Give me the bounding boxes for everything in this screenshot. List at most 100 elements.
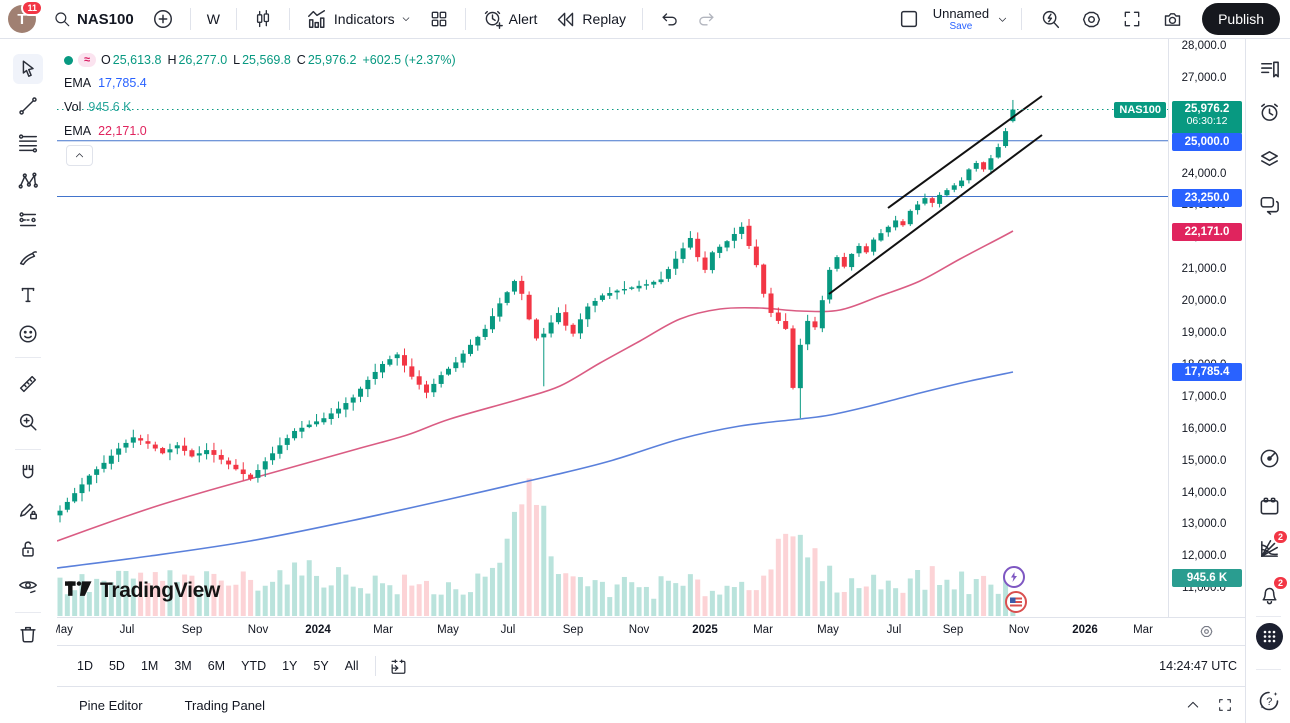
timeframe-button[interactable]: W <box>200 7 227 31</box>
ideas-stream-button[interactable]: 2 <box>1254 529 1289 563</box>
layout-name: Unnamed <box>932 5 990 21</box>
zoom-in-tool-button[interactable] <box>13 407 43 437</box>
layout-select-button[interactable] <box>891 4 927 34</box>
svg-text:?: ? <box>1266 696 1272 708</box>
range-button-1D[interactable]: 1D <box>69 654 101 678</box>
screenshot-button[interactable] <box>1155 5 1190 34</box>
lock-all-drawings-button[interactable] <box>13 534 43 564</box>
range-button-3M[interactable]: 3M <box>166 654 199 678</box>
price-tick: 20,000.0 <box>1181 295 1227 308</box>
drawing-mode-button[interactable] <box>13 496 43 526</box>
brush-tool-button[interactable] <box>13 243 43 273</box>
economic-event-marker[interactable] <box>1005 591 1027 613</box>
panel-expand-chevron-icon[interactable] <box>1185 697 1201 713</box>
panel-maximize-icon[interactable] <box>1217 697 1233 713</box>
screener-button[interactable] <box>1254 443 1284 473</box>
position-tool-button[interactable] <box>13 205 43 235</box>
undo-button[interactable] <box>652 5 686 33</box>
chat-button[interactable] <box>1254 189 1284 219</box>
settings-button[interactable] <box>1074 5 1109 34</box>
lightning-icon <box>1011 572 1017 582</box>
ideas-badge: 2 <box>1271 529 1289 545</box>
symbol-search-button[interactable]: NAS100 <box>46 6 141 32</box>
grid-layout-button[interactable] <box>422 5 456 33</box>
tab-trading-panel[interactable]: Trading Panel <box>177 692 273 719</box>
separator <box>374 656 376 676</box>
apps-grid-icon <box>1255 622 1283 650</box>
replay-button[interactable]: Replay <box>548 5 633 34</box>
quick-search-button[interactable] <box>1033 5 1068 34</box>
legend-ema-row[interactable]: EMA 17,785.4 <box>64 76 147 90</box>
emoji-tool-button[interactable] <box>13 319 43 349</box>
axis-settings-gear-icon[interactable] <box>1198 623 1215 640</box>
trend-line-tool-button[interactable] <box>13 91 43 121</box>
tradingview-logo-icon <box>65 581 92 596</box>
price-tick: 28,000.0 <box>1181 40 1227 52</box>
symbol-price-tag: NAS100 <box>1114 102 1166 118</box>
user-avatar[interactable]: T 11 <box>8 0 43 33</box>
text-tool-button[interactable] <box>13 280 43 310</box>
search-icon <box>55 12 70 27</box>
object-tree-button[interactable] <box>1254 143 1284 173</box>
range-button-All[interactable]: All <box>337 654 367 678</box>
ema-blue-value: 17,785.4 <box>98 76 147 90</box>
all-apps-button[interactable] <box>1254 621 1284 651</box>
price-tick: 13,000.0 <box>1181 518 1227 531</box>
chart-canvas[interactable]: ≈ O 25,613.8 H 26,277.0 L 25,569.8 C 25,976.2 +6… <box>57 39 1168 617</box>
fib-retracement-tool-button[interactable] <box>13 128 43 158</box>
range-button-YTD[interactable]: YTD <box>233 654 274 678</box>
alert-button[interactable]: Alert <box>475 5 545 34</box>
redo-icon <box>699 13 714 26</box>
time-axis[interactable]: May Jul Sep Nov 2024 Mar May Jul Sep Nov 2025 Mar Ma… <box>51 617 1245 645</box>
cursor-tool-button[interactable] <box>13 54 43 84</box>
legend-collapse-button[interactable] <box>66 145 93 166</box>
legend-volume-row[interactable]: Vol 945.6 K <box>64 100 132 114</box>
idea-event-marker[interactable] <box>1003 566 1025 588</box>
layout-dropdown-button[interactable] <box>995 10 1010 29</box>
time-axis-label: May <box>817 624 839 636</box>
redo-button[interactable] <box>690 5 724 33</box>
utc-clock[interactable]: 14:24:47 UTC <box>1159 659 1237 673</box>
remove-drawings-button[interactable] <box>13 619 43 649</box>
range-button-5D[interactable]: 5D <box>101 654 133 678</box>
chat-bubbles-icon <box>1260 196 1279 215</box>
range-button-1M[interactable]: 1M <box>133 654 166 678</box>
fullscreen-button[interactable] <box>1115 5 1149 33</box>
legend-ema2-row[interactable]: EMA 22,171.0 <box>64 124 147 138</box>
help-button[interactable]: ? <box>1254 686 1284 716</box>
legend-main-row[interactable]: ≈ O 25,613.8 H 26,277.0 L 25,569.8 C 25,976.2 +6… <box>64 49 462 71</box>
alerts-panel-button[interactable] <box>1254 97 1284 127</box>
price-tick: 19,000.0 <box>1181 327 1227 340</box>
time-axis-label: Sep <box>942 624 964 636</box>
magnet-mode-button[interactable] <box>13 458 43 488</box>
watchlist-button[interactable] <box>1254 54 1284 84</box>
volume-axis-label: 945.6 K <box>1172 569 1242 587</box>
hide-drawings-button[interactable] <box>13 571 43 601</box>
tab-pine-editor[interactable]: Pine Editor <box>71 692 151 719</box>
help-icon: ? <box>1259 691 1279 711</box>
notifications-button[interactable]: 2 <box>1254 575 1289 609</box>
top-toolbar: T 11 NAS100 W Indicators Alert <box>0 0 1290 39</box>
save-layout-button[interactable]: Unnamed Save <box>933 7 989 32</box>
watermark-text: TradingView <box>100 579 221 602</box>
chart-style-button[interactable] <box>246 5 280 33</box>
indicators-icon <box>307 10 325 28</box>
xabcd-pattern-icon <box>18 172 38 189</box>
range-button-6M[interactable]: 6M <box>200 654 233 678</box>
range-button-1Y[interactable]: 1Y <box>274 654 305 678</box>
range-button-5Y[interactable]: 5Y <box>305 654 336 678</box>
trash-icon <box>20 626 36 643</box>
price-axis[interactable]: 28,000.027,000.026,000.025,000.024,000.0… <box>1168 39 1245 617</box>
measure-tool-button[interactable] <box>13 369 43 399</box>
pattern-tool-button[interactable] <box>13 166 43 196</box>
notifications-badge: 2 <box>1271 575 1289 591</box>
compare-add-symbol-button[interactable] <box>145 4 181 34</box>
calendar-button[interactable] <box>1254 491 1284 521</box>
indicators-button[interactable]: Indicators <box>299 4 418 34</box>
separator <box>189 8 191 30</box>
time-axis-label: Sep <box>562 624 584 636</box>
goto-date-button[interactable] <box>384 654 413 679</box>
publish-button[interactable]: Publish <box>1202 3 1280 35</box>
drawing-toolbar <box>0 39 56 645</box>
time-axis-label: 2024 <box>305 624 331 636</box>
